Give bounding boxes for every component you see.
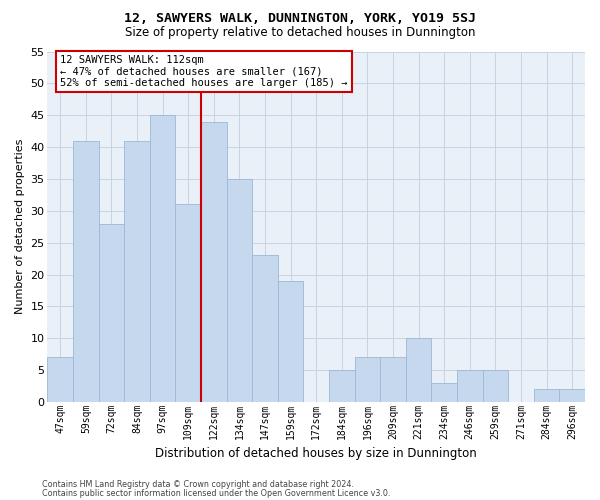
- X-axis label: Distribution of detached houses by size in Dunnington: Distribution of detached houses by size …: [155, 447, 477, 460]
- Bar: [201, 122, 227, 402]
- Bar: [227, 179, 252, 402]
- Text: Contains public sector information licensed under the Open Government Licence v3: Contains public sector information licen…: [42, 488, 391, 498]
- Bar: [431, 383, 457, 402]
- Bar: [124, 140, 150, 402]
- Bar: [355, 358, 380, 402]
- Bar: [252, 256, 278, 402]
- Bar: [406, 338, 431, 402]
- Text: Contains HM Land Registry data © Crown copyright and database right 2024.: Contains HM Land Registry data © Crown c…: [42, 480, 354, 489]
- Text: 12 SAWYERS WALK: 112sqm
← 47% of detached houses are smaller (167)
52% of semi-d: 12 SAWYERS WALK: 112sqm ← 47% of detache…: [60, 54, 348, 88]
- Text: Size of property relative to detached houses in Dunnington: Size of property relative to detached ho…: [125, 26, 475, 39]
- Bar: [380, 358, 406, 402]
- Bar: [47, 358, 73, 402]
- Bar: [150, 115, 175, 402]
- Bar: [175, 204, 201, 402]
- Bar: [534, 390, 559, 402]
- Text: 12, SAWYERS WALK, DUNNINGTON, YORK, YO19 5SJ: 12, SAWYERS WALK, DUNNINGTON, YORK, YO19…: [124, 12, 476, 26]
- Bar: [329, 370, 355, 402]
- Bar: [98, 224, 124, 402]
- Bar: [559, 390, 585, 402]
- Bar: [457, 370, 482, 402]
- Y-axis label: Number of detached properties: Number of detached properties: [15, 139, 25, 314]
- Bar: [278, 281, 304, 402]
- Bar: [482, 370, 508, 402]
- Bar: [73, 140, 98, 402]
